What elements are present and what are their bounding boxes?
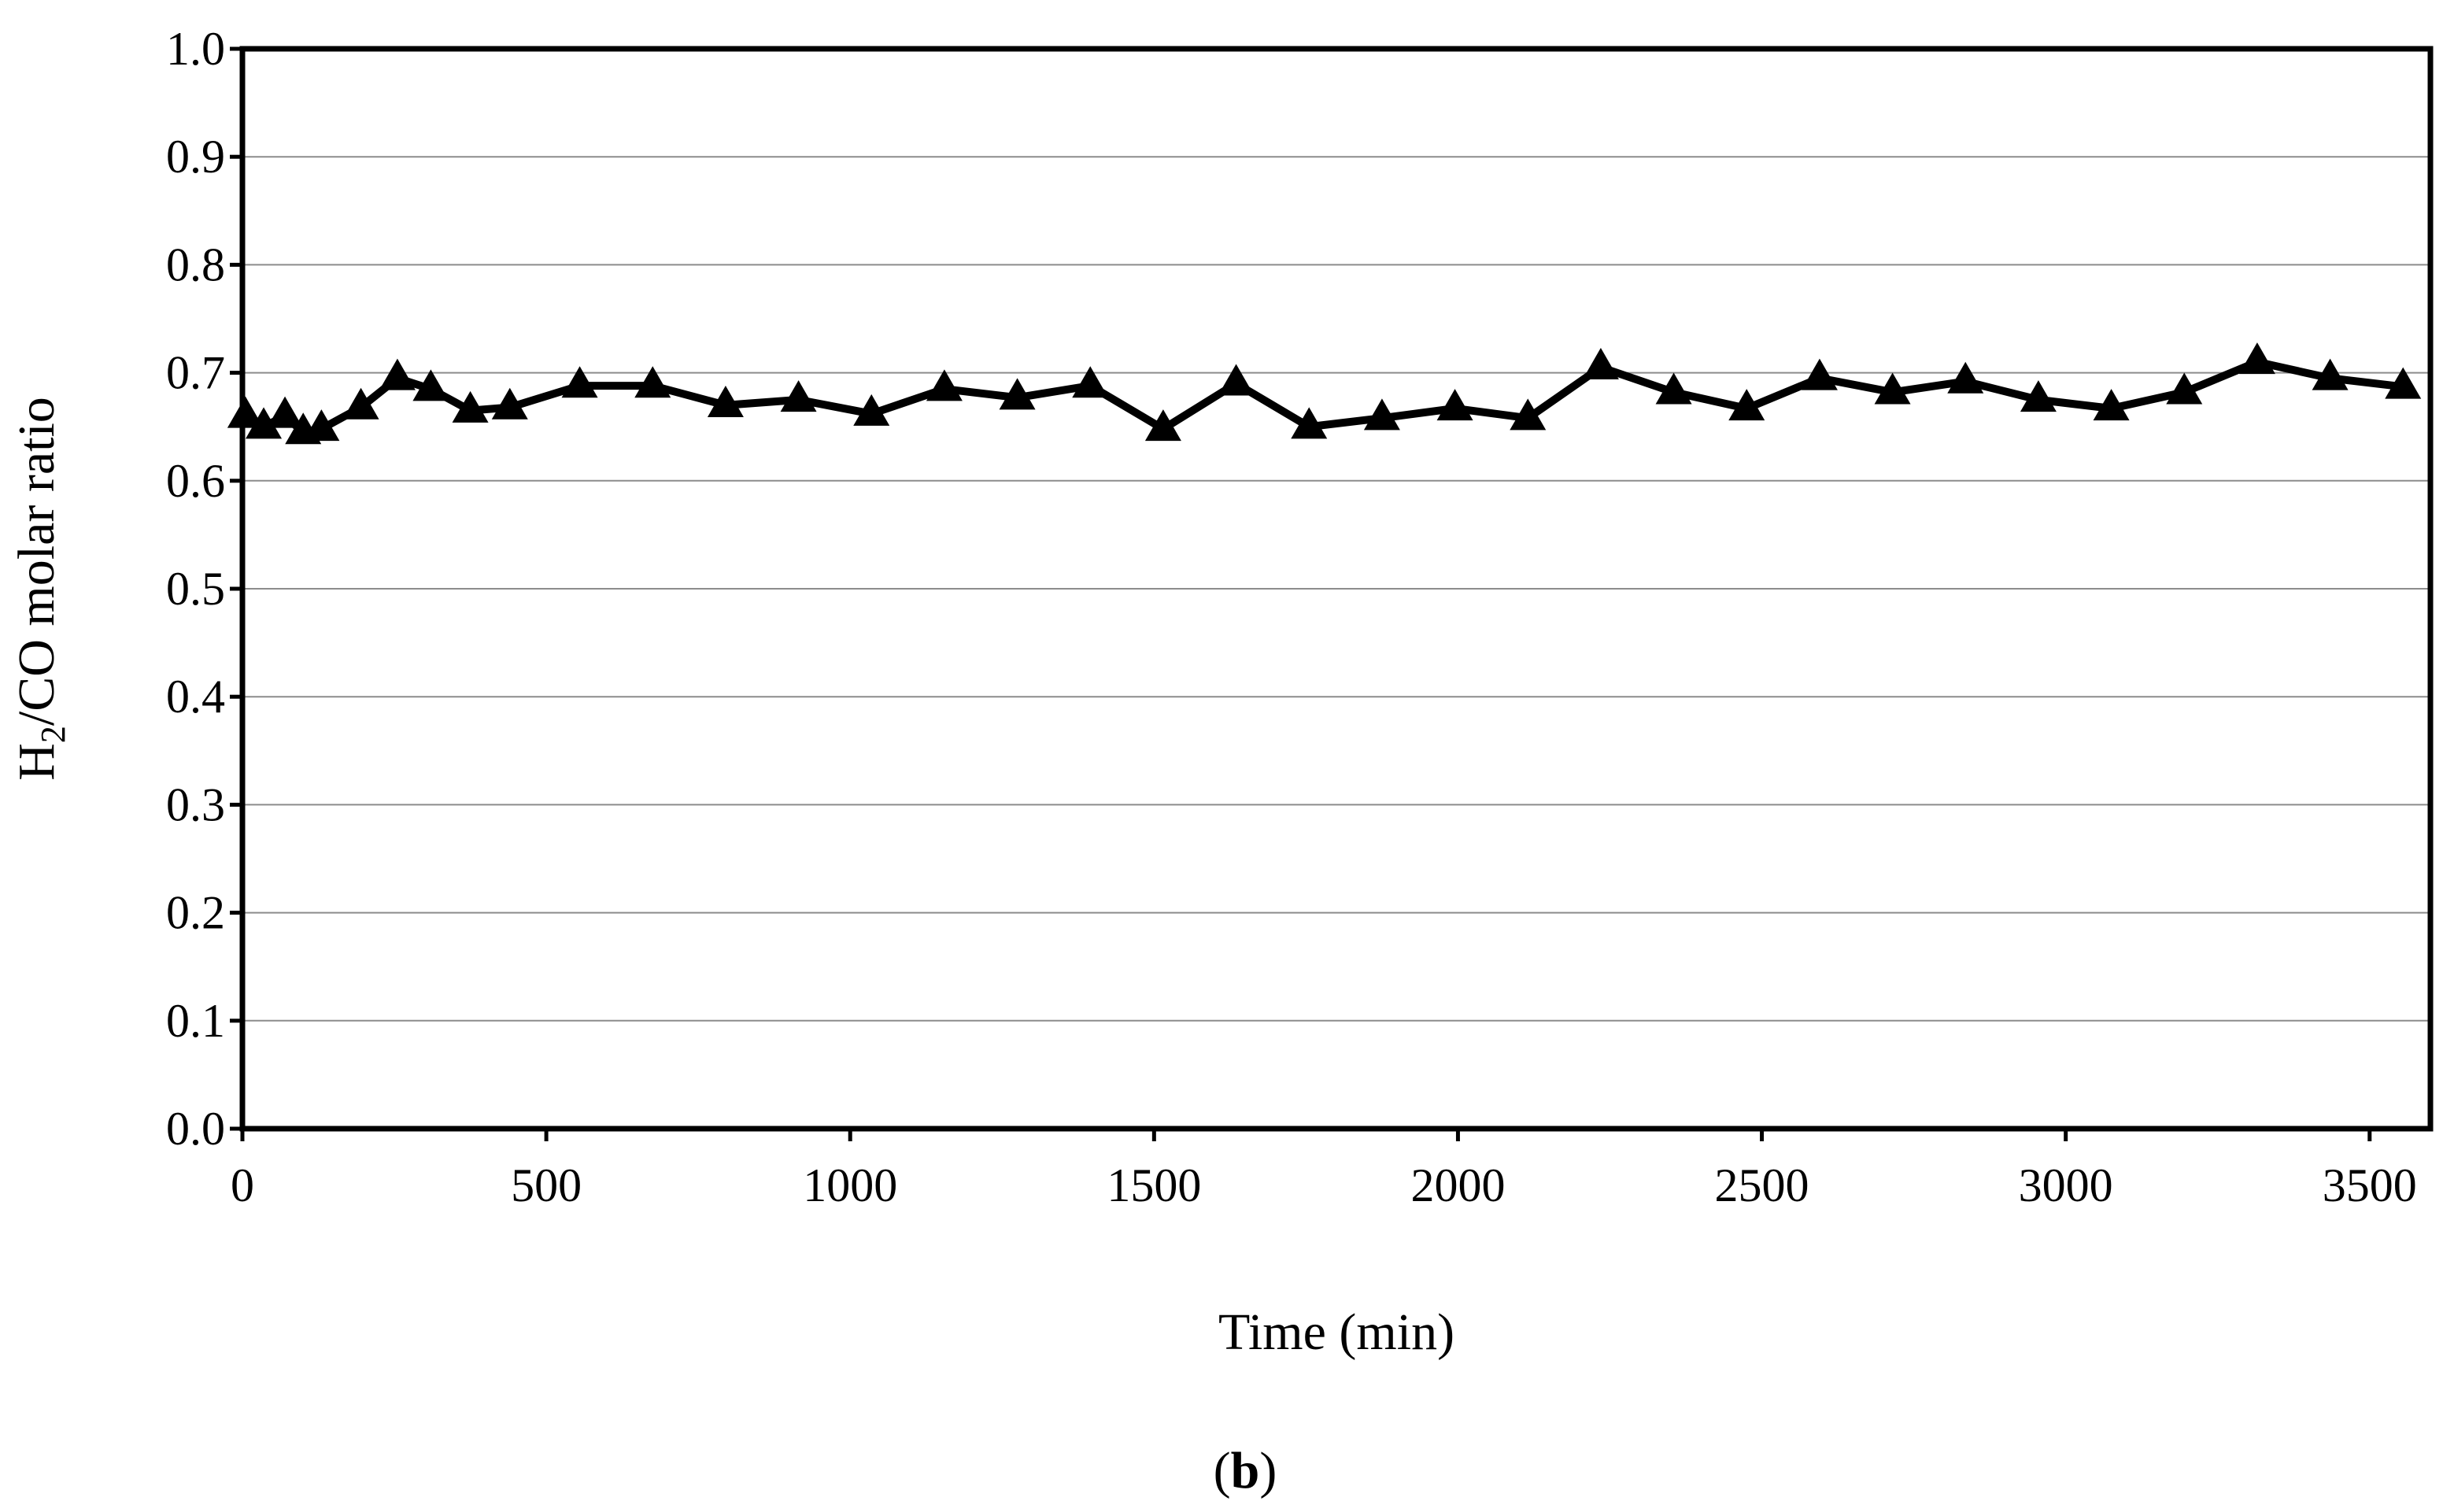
data-point-marker xyxy=(379,358,416,390)
data-point-marker xyxy=(1144,409,1181,442)
data-series xyxy=(227,342,2422,445)
data-point-marker xyxy=(2312,358,2349,390)
data-point-marker xyxy=(926,369,963,401)
x-tick-label: 3000 xyxy=(2019,1159,2113,1211)
panel-label-letter: b xyxy=(1231,1442,1260,1499)
gridlines xyxy=(242,156,2430,1022)
data-point-marker xyxy=(1072,366,1109,398)
y-tick-label: 0.9 xyxy=(166,131,225,183)
data-point-marker xyxy=(1947,361,1984,394)
x-tick-label: 3500 xyxy=(2323,1159,2417,1211)
data-point-marker xyxy=(561,366,598,398)
x-tick-label: 2000 xyxy=(1410,1159,1505,1211)
data-point-marker xyxy=(1363,398,1400,431)
x-tick-label: 0 xyxy=(231,1159,254,1211)
x-tick-label: 1500 xyxy=(1107,1159,1201,1211)
y-tick-label: 0.2 xyxy=(166,887,225,939)
y-tick-label: 0.8 xyxy=(166,238,225,290)
y-tick-label: 0.1 xyxy=(166,995,225,1047)
data-point-marker xyxy=(707,385,744,417)
data-point-marker xyxy=(452,390,489,423)
data-point-marker xyxy=(2385,367,2422,399)
data-point-marker xyxy=(303,409,340,442)
data-point-marker xyxy=(2020,380,2057,412)
data-point-marker xyxy=(634,366,671,398)
y-tick-label: 0.3 xyxy=(166,778,225,830)
x-tick-label: 500 xyxy=(511,1159,582,1211)
y-tick-label: 1.0 xyxy=(166,23,225,75)
data-point-marker xyxy=(2166,372,2203,405)
y-tick-label: 0.4 xyxy=(166,671,225,723)
x-tick-label: 2500 xyxy=(1715,1159,1809,1211)
data-point-marker xyxy=(2093,389,2130,421)
x-axis-title: Time (min) xyxy=(1218,1303,1454,1361)
y-axis-title-prefix: H xyxy=(8,743,65,781)
data-point-marker xyxy=(1728,389,1765,421)
data-point-marker xyxy=(342,387,379,420)
data-point-marker xyxy=(1436,389,1473,421)
data-point-marker xyxy=(267,396,304,428)
data-point-marker xyxy=(227,396,264,428)
panel-label-open: ( xyxy=(1214,1442,1231,1499)
data-point-marker xyxy=(1582,347,1619,379)
y-tick-label: 0.0 xyxy=(166,1103,225,1155)
y-tick-label: 0.7 xyxy=(166,347,225,399)
y-axis-title: H2/CO molar ratio xyxy=(8,397,72,781)
panel-label-close: ) xyxy=(1259,1442,1277,1499)
data-point-marker xyxy=(1291,407,1328,439)
data-point-marker xyxy=(1874,372,1911,405)
data-point-marker xyxy=(491,387,528,420)
axis-ticks: 0.0 0.1 0.2 0.3 0.4 0.5 0.6 0.7 0.8 0.9 1.0 0 500 100… xyxy=(166,23,2417,1211)
y-axis-title-suffix: /CO molar ratio xyxy=(8,397,65,726)
data-point-marker xyxy=(999,378,1036,410)
data-point-marker xyxy=(1801,358,1838,390)
x-tick-label: 1000 xyxy=(803,1159,897,1211)
data-point-marker xyxy=(1655,372,1692,405)
data-point-marker xyxy=(412,369,449,401)
data-point-marker xyxy=(780,380,817,412)
data-point-marker xyxy=(1218,364,1255,396)
data-point-marker xyxy=(246,407,283,439)
y-axis-title-subscript: 2 xyxy=(34,726,72,743)
data-point-marker xyxy=(1510,398,1547,431)
panel-label: (b) xyxy=(1214,1442,1277,1499)
y-tick-label: 0.6 xyxy=(166,455,225,507)
data-point-marker xyxy=(2238,342,2275,375)
data-point-marker xyxy=(853,394,890,426)
y-tick-label: 0.5 xyxy=(166,563,225,615)
